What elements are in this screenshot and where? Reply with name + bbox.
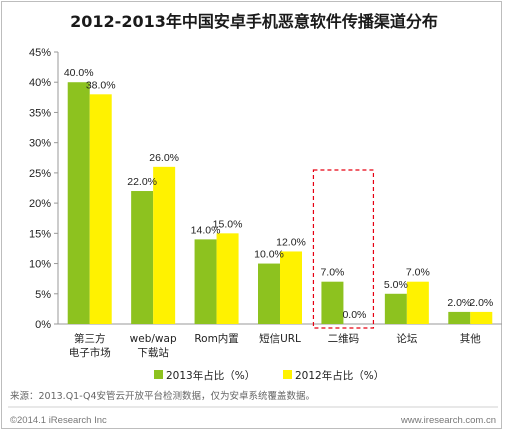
bar-2013 — [258, 263, 280, 324]
bar-2013 — [194, 239, 217, 324]
legend-label: 2013年占比（%） — [166, 369, 255, 382]
footer-copyright: ©2014.1 iResearch Inc — [10, 415, 107, 426]
legend-swatch — [283, 370, 292, 379]
category-label: 短信URL — [259, 332, 301, 345]
category-label: Rom内置 — [194, 332, 238, 345]
category-label: 其他 — [460, 332, 481, 345]
bar-value-label: 0.0% — [342, 309, 366, 321]
bars — [67, 82, 493, 324]
y-tick-label: 25% — [29, 168, 51, 180]
bar-2013 — [321, 281, 344, 324]
bar-2012 — [280, 251, 302, 324]
bar-value-label: 26.0% — [149, 152, 179, 164]
footer-website: www.iresearch.com.cn — [400, 415, 496, 426]
bar-value-label: 38.0% — [86, 79, 116, 91]
y-tick-label: 20% — [29, 198, 51, 210]
y-tick-label: 45% — [29, 47, 51, 59]
bar-value-label: 12.0% — [276, 236, 306, 248]
category-label: 论坛 — [396, 332, 417, 345]
y-tick-label: 0% — [35, 319, 51, 331]
bar-value-label: 22.0% — [127, 176, 157, 188]
bar-2013 — [67, 82, 90, 324]
bar-value-label: 2.0% — [447, 297, 471, 309]
category-label: 第三方 — [74, 332, 106, 345]
highlight-box-group — [312, 169, 375, 329]
bar-2012 — [153, 166, 176, 324]
category-label: web/wap — [130, 333, 177, 345]
y-tick-label: 35% — [29, 107, 51, 119]
bar-value-label: 15.0% — [213, 218, 243, 230]
bar-2013 — [448, 311, 471, 324]
bar-value-label: 5.0% — [384, 279, 408, 291]
legend-label: 2012年占比（%） — [295, 369, 384, 382]
legend-swatch — [154, 370, 163, 379]
bar-2013 — [384, 293, 407, 324]
bar-value-label: 40.0% — [64, 67, 94, 79]
bar-2012 — [406, 281, 429, 324]
bar-value-label: 10.0% — [254, 249, 284, 261]
bar-2012 — [216, 233, 239, 324]
bar-2012 — [89, 94, 112, 324]
category-label: 下载站 — [137, 346, 169, 359]
bar-value-label: 14.0% — [191, 224, 221, 236]
bar-2012 — [470, 311, 493, 324]
y-tick-label: 30% — [29, 138, 51, 150]
y-tick-label: 15% — [29, 228, 51, 240]
category-label: 电子市场 — [69, 346, 111, 359]
bar-value-label: 2.0% — [469, 297, 493, 309]
bar-2013 — [131, 191, 154, 324]
highlight-box — [312, 169, 375, 329]
source-note: 来源：2013.Q1-Q4安管云开放平台检测数据，仅为安卓系统覆盖数据。 — [10, 390, 315, 402]
category-label: 二维码 — [328, 332, 360, 345]
y-tick-label: 5% — [35, 289, 51, 301]
legend: 2013年占比（%） 2012年占比（%） — [154, 369, 384, 382]
y-tick-label: 40% — [29, 77, 51, 89]
bar-value-label: 7.0% — [406, 267, 430, 279]
bar-value-label: 7.0% — [320, 267, 344, 279]
y-tick-label: 10% — [29, 259, 51, 271]
chart-title: 2012-2013年中国安卓手机恶意软件传播渠道分布 — [70, 12, 438, 31]
data-labels: 40.0%22.0%14.0%10.0%7.0%5.0%2.0%38.0%26.… — [64, 67, 493, 321]
